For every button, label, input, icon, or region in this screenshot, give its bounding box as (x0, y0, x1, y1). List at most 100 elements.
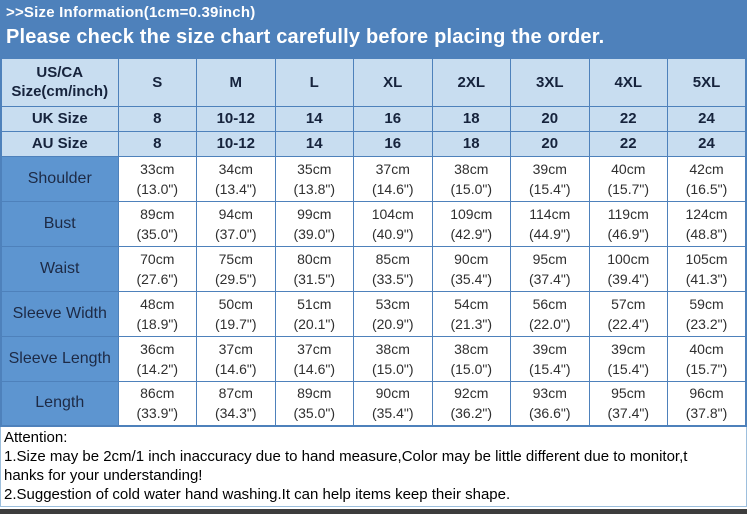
measurement-value-cell: 39cm (15.4") (510, 155, 590, 202)
measurement-cm: 70cm (140, 250, 175, 267)
measurement-row-label: Shoulder (0, 155, 119, 202)
measurement-cm: 59cm (689, 295, 724, 312)
size-column-header: 4XL (588, 57, 668, 107)
measurement-cm: 109cm (450, 205, 493, 222)
measurement-inch: (14.6") (214, 360, 257, 377)
measurement-inch: (15.4") (528, 180, 571, 197)
measurement-inch: (37.8") (685, 405, 728, 422)
measurement-value-cell: 34cm (13.4") (196, 155, 276, 202)
measurement-value-cell: 89cm (35.0") (117, 200, 197, 247)
measurement-value-cell: 124cm (48.8") (667, 200, 747, 247)
measurement-row-label: Bust (0, 200, 119, 247)
conversion-value-cell: 10-12 (196, 105, 276, 132)
measurement-value-cell: 39cm (15.4") (510, 335, 590, 382)
measurement-inch: (13.0") (136, 180, 179, 197)
measurement-inch: (33.9") (136, 405, 179, 422)
measurement-inch: (35.4") (371, 405, 414, 422)
conversion-row-label: AU Size (0, 130, 119, 157)
conversion-value-cell: 24 (667, 105, 747, 132)
conversion-row: UK Size 8 10-12 14 16 18 20 22 24 (0, 105, 747, 132)
measurement-value-cell: 42cm (16.5") (667, 155, 747, 202)
measurement-cm: 95cm (611, 385, 646, 402)
measurement-inch: (18.9") (136, 315, 179, 332)
measurement-value-cell: 40cm (15.7") (667, 335, 747, 382)
measurement-row: Bust 89cm (35.0") 94cm (37.0") 99cm (39.0") 104… (0, 200, 747, 247)
measurement-inch: (15.4") (607, 360, 650, 377)
measurement-inch: (37.0") (214, 225, 257, 242)
measurement-inch: (35.4") (450, 270, 493, 287)
measurement-cm: 56cm (532, 295, 567, 312)
size-column-header: L (274, 57, 354, 107)
measurement-cm: 37cm (297, 340, 332, 357)
measurement-row-label: Sleeve Width (0, 290, 119, 337)
measurement-value-cell: 114cm (44.9") (510, 200, 590, 247)
measurement-cm: 114cm (529, 205, 571, 222)
conversion-value-cell: 10-12 (196, 130, 276, 157)
measurement-value-cell: 57cm (22.4") (588, 290, 668, 337)
measurement-cm: 90cm (375, 385, 410, 402)
size-column-header: XL (353, 57, 433, 107)
measurement-inch: (39.0") (293, 225, 336, 242)
measurement-value-cell: 89cm (35.0") (274, 380, 354, 427)
measurement-value-cell: 87cm (34.3") (196, 380, 276, 427)
measurement-value-cell: 35cm (13.8") (274, 155, 354, 202)
measurement-cm: 85cm (375, 250, 410, 267)
measurement-value-cell: 38cm (15.0") (353, 335, 433, 382)
size-column-header: 3XL (510, 57, 590, 107)
measurement-inch: (15.0") (450, 360, 493, 377)
measurement-inch: (37.4") (528, 270, 571, 287)
measurement-cm: 105cm (685, 250, 728, 267)
measurement-cm: 39cm (532, 340, 567, 357)
measurement-inch: (21.3") (450, 315, 493, 332)
measurement-inch: (20.9") (371, 315, 414, 332)
attention-line: Attention: (4, 429, 68, 446)
measurement-inch: (19.7") (214, 315, 257, 332)
measurement-value-cell: 93cm (36.6") (510, 380, 590, 427)
measurement-inch: (15.0") (450, 180, 493, 197)
measurement-inch: (13.4") (214, 180, 257, 197)
measurement-value-cell: 80cm (31.5") (274, 245, 354, 292)
measurement-inch: (23.2") (685, 315, 728, 332)
conversion-value-cell: 16 (353, 130, 433, 157)
attention-line: hanks for your understanding! (4, 467, 203, 484)
measurement-value-cell: 59cm (23.2") (667, 290, 747, 337)
measurement-cm: 119cm (607, 205, 649, 222)
measurement-value-cell: 36cm (14.2") (117, 335, 197, 382)
measurement-value-cell: 92cm (36.2") (431, 380, 511, 427)
measurement-cm: 89cm (297, 385, 332, 402)
corner-header-line1: US/CA (36, 64, 84, 82)
measurement-value-cell: 99cm (39.0") (274, 200, 354, 247)
conversion-value-cell: 22 (588, 105, 668, 132)
measurement-cm: 50cm (218, 295, 253, 312)
measurement-value-cell: 104cm (40.9") (353, 200, 433, 247)
measurement-cm: 33cm (140, 160, 175, 177)
measurement-row: Sleeve Length 36cm (14.2") 37cm (14.6") 37cm (… (0, 335, 747, 382)
measurement-inch: (41.3") (685, 270, 728, 287)
measurement-inch: (13.8") (293, 180, 336, 197)
measurement-row: Length 86cm (33.9") 87cm (34.3") 89cm (35.0") 9… (0, 380, 747, 427)
measurement-cm: 53cm (375, 295, 410, 312)
conversion-value-cell: 18 (431, 130, 511, 157)
conversion-row-label: UK Size (0, 105, 119, 132)
measurement-value-cell: 37cm (14.6") (353, 155, 433, 202)
measurement-inch: (15.7") (607, 180, 650, 197)
measurement-value-cell: 86cm (33.9") (117, 380, 197, 427)
measurement-value-cell: 90cm (35.4") (431, 245, 511, 292)
conversion-value-cell: 18 (431, 105, 511, 132)
banner-subtitle: Please check the size chart carefully be… (6, 26, 605, 48)
measurement-cm: 87cm (218, 385, 253, 402)
measurement-inch: (14.6") (371, 180, 414, 197)
size-chart-table: US/CA Size(cm/inch) S M L XL 2XL 3XL 4XL 5XL UK… (0, 57, 747, 427)
measurement-inch: (42.9") (450, 225, 493, 242)
measurement-inch: (46.9") (607, 225, 650, 242)
measurement-row-label: Waist (0, 245, 119, 292)
measurement-cm: 96cm (689, 385, 724, 402)
corner-header-line2: Size(cm/inch) (11, 83, 109, 101)
measurement-cm: 86cm (140, 385, 175, 402)
measurement-value-cell: 38cm (15.0") (431, 155, 511, 202)
measurement-cm: 39cm (611, 340, 646, 357)
conversion-value-cell: 8 (117, 130, 197, 157)
measurement-cm: 38cm (454, 340, 489, 357)
conversion-value-cell: 16 (353, 105, 433, 132)
